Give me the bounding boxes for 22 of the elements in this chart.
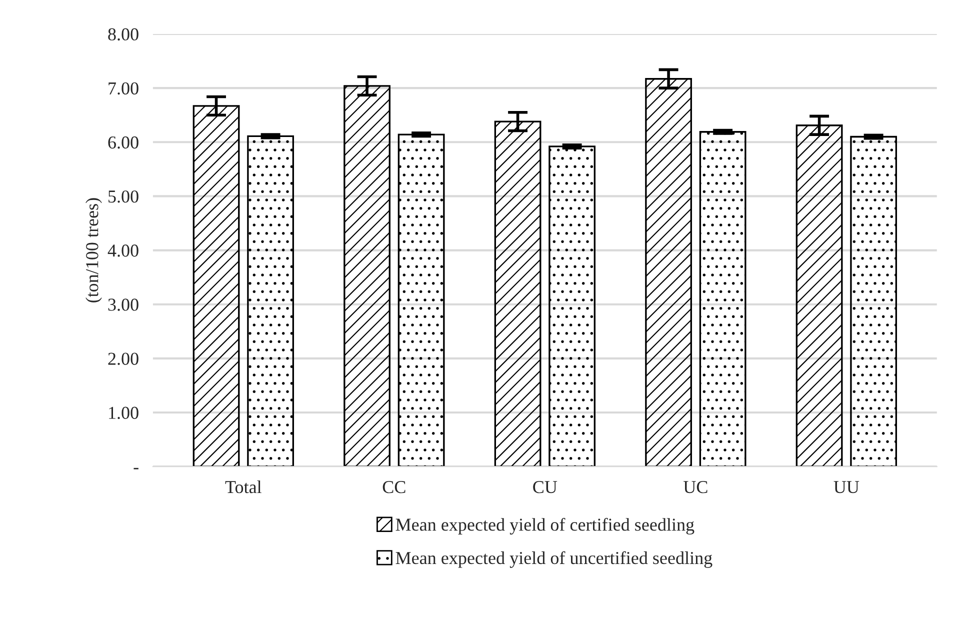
y-tick-label: - xyxy=(134,468,138,470)
y-tick-label: 7.00 xyxy=(108,82,138,95)
x-tick-label: CC xyxy=(382,481,406,494)
bar xyxy=(699,131,746,467)
x-tick-label: UU xyxy=(834,481,860,494)
y-axis-title: (ton/100 trees) xyxy=(86,198,102,302)
y-tick-label: 3.00 xyxy=(108,298,138,311)
y-tick-label: 6.00 xyxy=(108,136,138,149)
bar xyxy=(247,135,294,467)
x-tick-label: CU xyxy=(533,481,558,494)
bar xyxy=(850,136,898,467)
y-tick-label: 2.00 xyxy=(108,352,138,365)
bar xyxy=(398,134,445,467)
legend-label: Mean expected yield of uncertified seedling xyxy=(396,551,712,568)
y-tick-label: 1.00 xyxy=(109,406,138,420)
y-tick-label: 5.00 xyxy=(108,190,138,203)
x-tick-label: UC xyxy=(684,481,708,494)
bar xyxy=(548,146,596,467)
legend-label: Mean expected yield of certified seedling xyxy=(396,518,694,535)
x-tick-label: Total xyxy=(225,480,262,494)
y-tick-label: 8.00 xyxy=(108,28,138,41)
y-tick-label: 4.00 xyxy=(108,244,138,257)
